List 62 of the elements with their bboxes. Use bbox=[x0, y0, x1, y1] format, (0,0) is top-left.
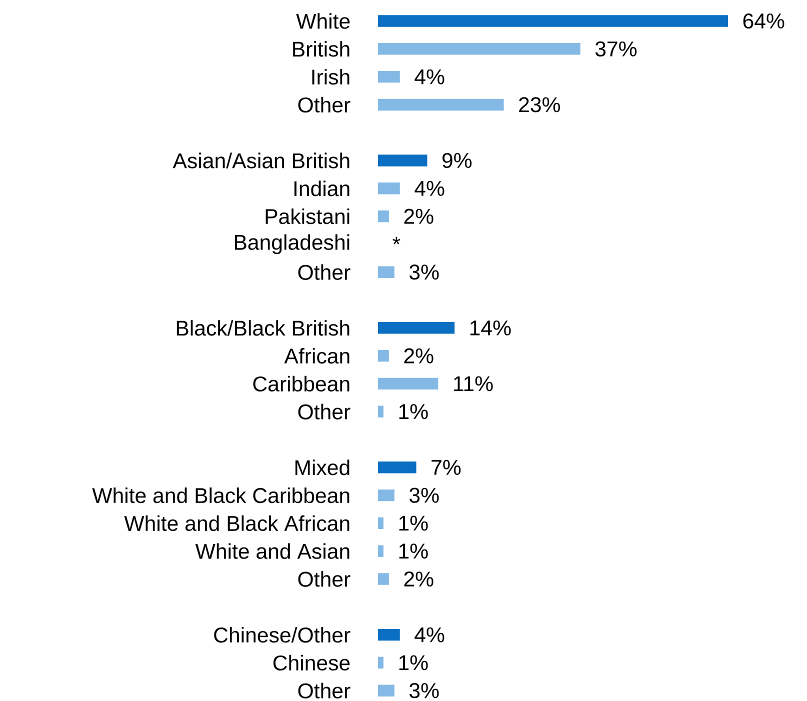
data-label: 37% bbox=[595, 41, 637, 56]
bar bbox=[378, 70, 400, 83]
data-label: * bbox=[392, 236, 400, 244]
y-tick-label: Pakistani bbox=[266, 208, 350, 224]
y-tick-label: British bbox=[293, 41, 350, 57]
bar bbox=[378, 656, 384, 669]
y-tick-label: Bangladeshi bbox=[234, 234, 350, 254]
y-tick-label: African bbox=[284, 348, 350, 364]
data-label: 4% bbox=[414, 180, 444, 196]
bar bbox=[378, 684, 394, 696]
data-label: 23% bbox=[519, 97, 560, 112]
y-tick-label: Other bbox=[298, 264, 350, 280]
bar bbox=[378, 98, 504, 111]
y-tick-label: Other bbox=[298, 682, 350, 698]
data-label: 3% bbox=[409, 488, 439, 503]
data-label: 4% bbox=[414, 627, 444, 642]
bar bbox=[378, 573, 389, 585]
bar bbox=[378, 266, 394, 278]
bar bbox=[378, 462, 416, 474]
data-label: 11% bbox=[454, 376, 493, 392]
data-label: 4% bbox=[414, 69, 444, 84]
y-tick-label: Other bbox=[298, 404, 350, 420]
data-label: 64% bbox=[743, 13, 784, 29]
y-tick-label: Chinese bbox=[273, 654, 350, 671]
y-tick-label: Indian bbox=[294, 180, 350, 196]
data-label: 3% bbox=[409, 683, 439, 698]
y-tick-label: Asian/Asian British bbox=[172, 152, 350, 168]
y-tick-label: Irish bbox=[312, 68, 350, 85]
y-tick-label: White and Black Caribbean bbox=[92, 487, 350, 504]
y-tick-label: White and Asian bbox=[195, 543, 350, 559]
y-tick-label: White and Black African bbox=[124, 515, 350, 532]
data-label: 7% bbox=[432, 460, 461, 475]
y-tick-label: White bbox=[296, 13, 350, 29]
bar bbox=[378, 350, 389, 362]
bar bbox=[378, 489, 394, 502]
data-label: 1% bbox=[399, 404, 428, 420]
data-label: 1% bbox=[399, 544, 428, 559]
bar bbox=[378, 43, 580, 55]
data-label: 3% bbox=[409, 264, 439, 280]
data-label: 9% bbox=[442, 152, 472, 168]
y-tick-label: Other bbox=[298, 96, 350, 113]
bar bbox=[378, 182, 400, 194]
bar bbox=[378, 517, 384, 530]
data-label: 2% bbox=[404, 348, 434, 364]
y-tick-label: Other bbox=[298, 571, 350, 587]
bar bbox=[378, 154, 428, 166]
bar bbox=[378, 322, 455, 334]
data-label: 2% bbox=[404, 208, 434, 224]
bar bbox=[378, 15, 728, 27]
bar bbox=[378, 378, 438, 390]
y-tick-label: Chinese/Other bbox=[214, 626, 350, 643]
data-label: 1% bbox=[399, 655, 428, 670]
data-label: 14% bbox=[470, 320, 511, 336]
y-tick-label: Black/Black British bbox=[176, 320, 350, 336]
bar bbox=[378, 210, 389, 222]
bar bbox=[378, 406, 384, 418]
bar bbox=[378, 628, 400, 641]
y-tick-label: Mixed bbox=[295, 460, 350, 476]
data-label: 2% bbox=[404, 572, 434, 587]
data-label: 1% bbox=[399, 516, 428, 531]
y-tick-label: Caribbean bbox=[253, 376, 350, 392]
bar bbox=[378, 545, 384, 557]
